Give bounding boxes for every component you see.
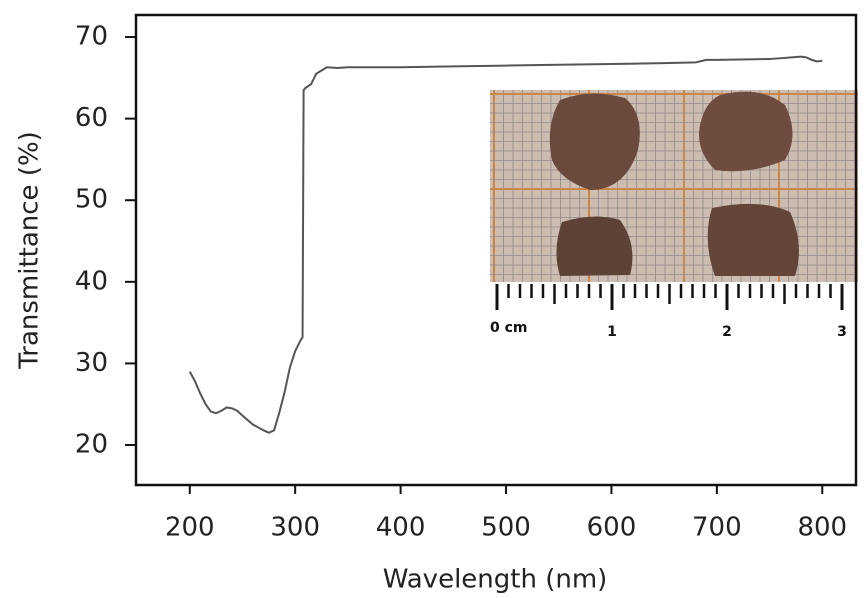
scale-label: 1	[607, 324, 617, 340]
x-tick-label: 300	[270, 513, 320, 543]
scale-label: 2	[722, 324, 732, 340]
x-tick-label: 500	[481, 513, 531, 543]
y-tick-label: 40	[75, 266, 108, 296]
crystal	[549, 93, 640, 190]
x-tick-label: 700	[692, 513, 742, 543]
x-tick-label: 200	[165, 513, 215, 543]
y-tick-label: 70	[75, 22, 108, 52]
ruler	[490, 282, 858, 312]
crystal	[699, 91, 793, 172]
data-line	[188, 55, 823, 434]
x-axis-title: Wavelength (nm)	[383, 565, 608, 595]
scale-label: 3	[837, 324, 847, 340]
y-tick-label: 60	[75, 103, 108, 133]
x-tick-label: 400	[376, 513, 426, 543]
y-tick-label: 30	[75, 348, 108, 378]
scale-label: 0 cm	[490, 320, 528, 336]
y-axis-title: Transmittance (%)	[15, 131, 45, 370]
plot-frame	[134, 13, 858, 487]
ruler-ticks	[495, 284, 844, 310]
y-tick-label: 20	[75, 430, 108, 460]
crystal	[556, 216, 633, 276]
crystal	[707, 203, 799, 276]
x-tick-label: 800	[797, 513, 847, 543]
inset-photo	[490, 90, 858, 312]
x-tick-label: 600	[587, 513, 637, 543]
y-tick-label: 50	[75, 185, 108, 215]
grid-paper	[490, 90, 858, 282]
